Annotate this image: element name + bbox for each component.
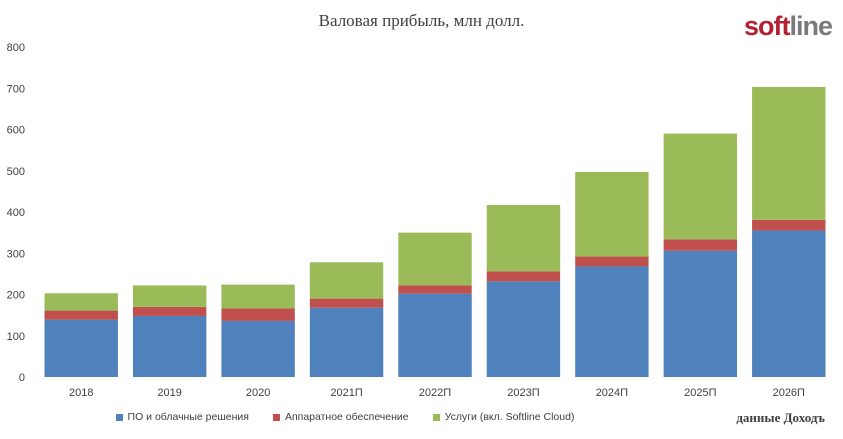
bar-segment-hardware: [663, 239, 738, 251]
bar-segment-hardware: [132, 306, 207, 316]
bar-segment-hardware: [575, 256, 649, 267]
x-tick-label: 2025П: [684, 387, 716, 399]
y-tick-label: 800: [7, 42, 25, 54]
legend-label-services: Услуги (вкл. Softline Cloud): [444, 411, 575, 423]
bar-segment-software: [575, 266, 649, 377]
bar-segment-software: [309, 307, 384, 377]
bar-segment-hardware: [398, 285, 472, 294]
y-tick-label: 600: [7, 125, 25, 137]
bar-segment-software: [752, 230, 826, 377]
y-tick-label: 100: [7, 331, 25, 343]
legend-swatch-hardware: [272, 413, 280, 421]
x-tick-label: 2020: [246, 387, 270, 399]
legend-label-software: ПО и облачные решения: [127, 411, 249, 423]
legend-swatch-software: [115, 413, 123, 421]
x-tick-label: 2023П: [507, 387, 539, 399]
legend-item-software: ПО и облачные решения: [115, 411, 249, 423]
chart-legend: ПО и облачные решения Аппаратное обеспеч…: [0, 411, 690, 423]
bar-segment-services: [486, 204, 561, 272]
bar-segment-services: [221, 284, 295, 309]
bar-segment-services: [752, 87, 826, 220]
bar-segment-software: [486, 281, 561, 377]
bar-segment-services: [398, 232, 472, 286]
chart-title: Валовая прибыль, млн долл.: [318, 11, 525, 30]
legend-swatch-services: [432, 413, 440, 421]
source-label: данные Доходъ: [736, 410, 825, 425]
y-tick-label: 400: [7, 207, 25, 219]
logo-line-text: line: [789, 11, 833, 41]
bar-segment-services: [132, 285, 207, 307]
bar-segment-services: [44, 293, 118, 311]
x-tick-label: 2019: [157, 387, 181, 399]
y-tick-label: 500: [7, 166, 25, 178]
bar-segment-services: [663, 133, 738, 240]
y-tick-label: 700: [7, 83, 25, 95]
bar-segment-software: [221, 320, 295, 377]
x-tick-label: 2018: [69, 387, 93, 399]
softline-logo: softline: [743, 11, 833, 42]
y-tick-label: 200: [7, 290, 25, 302]
bar-segment-services: [575, 171, 649, 257]
x-tick-label: 2022П: [419, 387, 451, 399]
x-tick-label: 2024П: [596, 387, 628, 399]
y-tick-label: 0: [19, 372, 25, 384]
legend-label-hardware: Аппаратное обеспечение: [284, 411, 409, 423]
x-tick-label: 2026П: [773, 387, 805, 399]
bar-segment-hardware: [221, 308, 295, 321]
logo-soft-text: soft: [743, 11, 790, 41]
bar-segment-software: [398, 293, 472, 377]
bar-segment-hardware: [44, 310, 118, 320]
bar-segment-hardware: [486, 271, 561, 282]
bar-segment-software: [44, 319, 118, 377]
legend-item-services: Услуги (вкл. Softline Cloud): [432, 411, 575, 423]
bar-segment-hardware: [752, 219, 826, 231]
x-tick-label: 2021П: [330, 387, 362, 399]
bar-segment-software: [663, 250, 738, 377]
y-tick-label: 300: [7, 248, 25, 260]
bar-segment-software: [132, 315, 207, 377]
bar-segment-hardware: [309, 298, 384, 308]
legend-item-hardware: Аппаратное обеспечение: [272, 411, 409, 423]
bar-segment-services: [309, 262, 384, 299]
